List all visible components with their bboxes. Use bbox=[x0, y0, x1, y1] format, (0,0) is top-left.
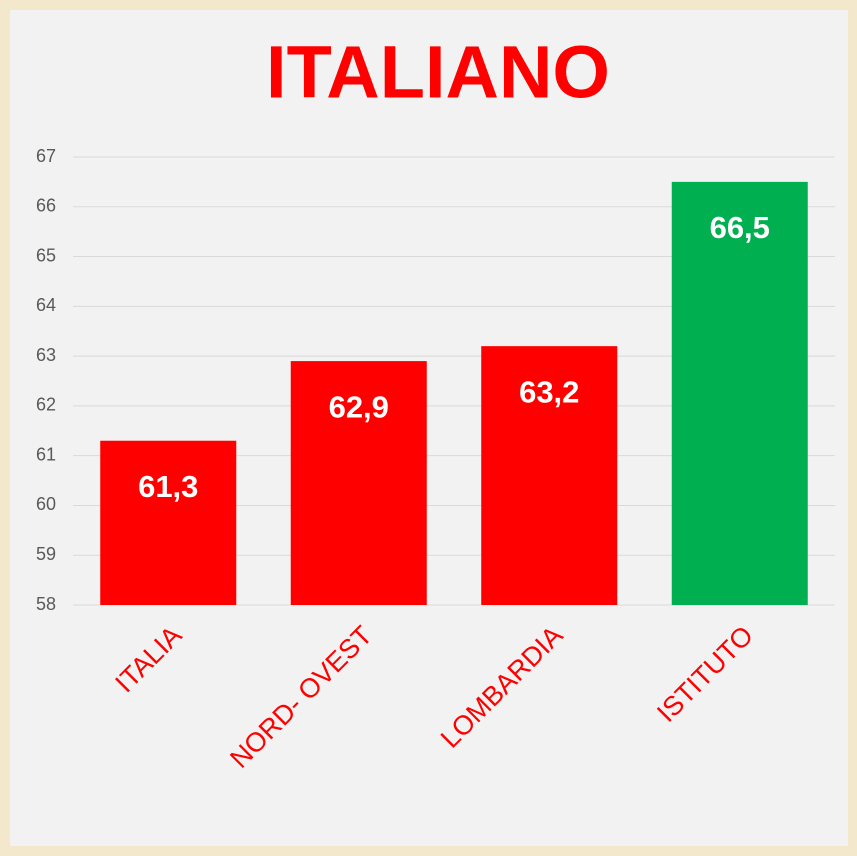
y-tick-label: 62 bbox=[36, 395, 56, 415]
bar bbox=[671, 181, 808, 605]
y-tick-label: 60 bbox=[36, 494, 56, 514]
y-tick-label: 65 bbox=[36, 245, 56, 265]
y-tick-label: 63 bbox=[36, 345, 56, 365]
chart-title: ITALIANO bbox=[266, 31, 610, 114]
data-label: 63,2 bbox=[519, 374, 579, 409]
y-tick-label: 67 bbox=[36, 146, 56, 166]
bar bbox=[290, 361, 427, 605]
bar bbox=[100, 440, 237, 605]
y-tick-label: 66 bbox=[36, 196, 56, 216]
y-tick-label: 64 bbox=[36, 295, 56, 315]
bar bbox=[481, 346, 618, 605]
y-tick-label: 59 bbox=[36, 544, 56, 564]
data-label: 62,9 bbox=[329, 389, 389, 424]
y-tick-label: 61 bbox=[36, 444, 56, 464]
data-label: 61,3 bbox=[138, 469, 198, 504]
y-tick-label: 58 bbox=[36, 594, 56, 614]
data-label: 66,5 bbox=[710, 210, 770, 245]
